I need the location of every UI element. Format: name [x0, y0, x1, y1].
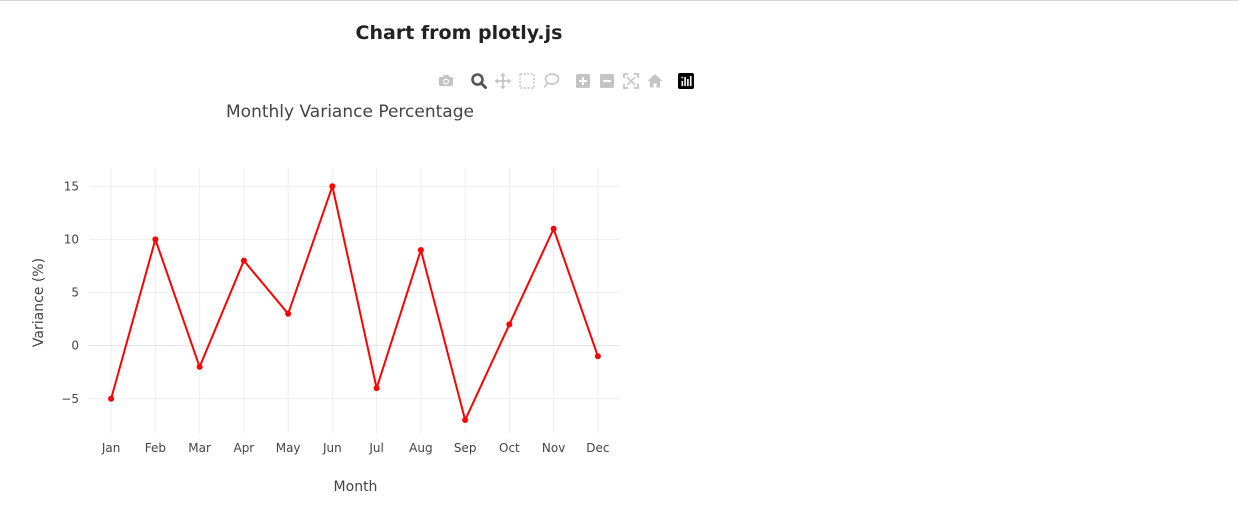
data-point	[550, 225, 557, 232]
series-line	[110, 185, 599, 422]
data-point	[152, 236, 159, 243]
data-point	[373, 385, 380, 392]
plotly-logo-icon[interactable]	[676, 71, 696, 91]
data-point	[108, 395, 115, 402]
x-tick-label: Nov	[542, 441, 565, 455]
chart-title: Monthly Variance Percentage	[226, 102, 474, 122]
data-point	[462, 417, 469, 424]
x-tick-label: Feb	[145, 441, 166, 455]
y-tick-label: 15	[64, 179, 79, 193]
x-tick-label: Mar	[188, 441, 211, 455]
autoscale-icon[interactable]	[621, 71, 641, 91]
x-tick-label: Oct	[499, 441, 520, 455]
home-icon[interactable]	[645, 71, 665, 91]
zoom-icon[interactable]	[469, 71, 489, 91]
y-tick-label: −5	[61, 392, 79, 406]
zoom-in-icon[interactable]	[573, 71, 593, 91]
data-point	[329, 183, 336, 190]
data-point	[506, 321, 513, 328]
x-tick-label: Apr	[233, 441, 254, 455]
data-point	[196, 363, 203, 370]
data-point	[417, 247, 424, 254]
data-point	[285, 310, 292, 317]
x-tick-label: Sep	[454, 441, 477, 455]
data-point	[594, 353, 601, 360]
x-axis-title: Month	[334, 479, 378, 495]
x-tick-label: May	[276, 441, 301, 455]
top-divider	[0, 0, 1239, 1]
lasso-select-icon[interactable]	[541, 71, 561, 91]
camera-icon[interactable]	[436, 71, 456, 91]
data-point	[240, 257, 247, 264]
page-title: Chart from plotly.js	[355, 22, 563, 44]
y-tick-label: 0	[71, 339, 79, 353]
x-tick-label: Jun	[322, 441, 342, 455]
y-axis-title: Variance (%)	[31, 258, 47, 347]
x-tick-label: Aug	[409, 441, 432, 455]
x-tick-label: Dec	[586, 441, 609, 455]
x-tick-label: Jan	[101, 441, 121, 455]
x-tick-label: Jul	[368, 441, 383, 455]
zoom-out-icon[interactable]	[597, 71, 617, 91]
y-tick-label: 10	[64, 232, 79, 246]
y-tick-label: 5	[71, 286, 79, 300]
pan-icon[interactable]	[493, 71, 513, 91]
